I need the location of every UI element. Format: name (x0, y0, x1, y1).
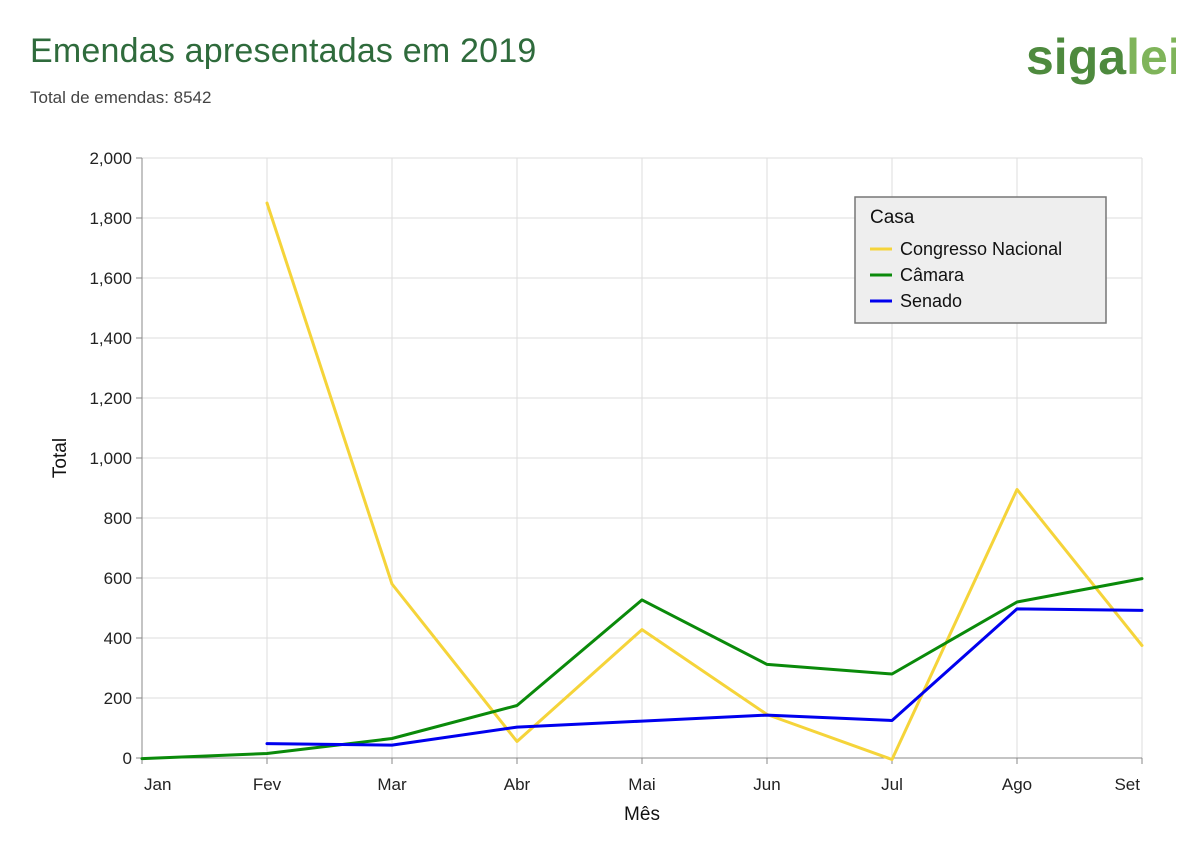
x-tick-label: Mai (628, 775, 655, 794)
y-tick-label: 200 (104, 689, 132, 708)
svg-text:sigalei: sigalei (1026, 29, 1176, 85)
axes: 0 200 400 600 800 1,000 1,200 1,400 1,600 1,800 2,… (50, 149, 1143, 825)
data-point (639, 718, 645, 724)
data-point (1139, 576, 1145, 582)
y-tick-label: 1,800 (89, 209, 132, 228)
x-tick-label: Mar (377, 775, 407, 794)
data-point (1139, 643, 1145, 649)
legend: Casa Congresso Nacional Câmara Senado (854, 196, 1107, 324)
data-point (639, 627, 645, 633)
y-tick-label: 800 (104, 509, 132, 528)
data-point (389, 742, 395, 748)
legend-label: Congresso Nacional (900, 239, 1062, 259)
legend-box (854, 196, 1107, 324)
data-point (264, 741, 270, 747)
x-tick-label: Jun (753, 775, 780, 794)
sigalei-logo: sigalei (1026, 29, 1176, 85)
data-point (889, 757, 895, 763)
x-axis-title: Mês (624, 804, 660, 825)
data-point (514, 703, 520, 709)
series-line-c-mara (140, 577, 1144, 761)
data-point (139, 756, 145, 762)
y-tick-label: 400 (104, 629, 132, 648)
series-line-senado (265, 607, 1144, 747)
legend-title: Casa (870, 207, 915, 228)
y-tick-label: 0 (123, 749, 132, 768)
y-tick-label: 1,400 (89, 329, 132, 348)
legend-label: Câmara (900, 265, 965, 285)
data-point (514, 739, 520, 745)
x-tick-label: Set (1114, 775, 1140, 794)
data-point (389, 736, 395, 742)
data-point (264, 751, 270, 757)
x-tick-label: Abr (504, 775, 531, 794)
y-tick-label: 2,000 (89, 149, 132, 168)
x-tick-label: Jan (144, 775, 171, 794)
data-point (889, 718, 895, 724)
data-point (1139, 607, 1145, 613)
chart-title: Emendas apresentadas em 2019 (30, 32, 537, 70)
logo-part-lei: lei (1126, 29, 1176, 85)
data-point (764, 661, 770, 667)
logo-part-siga: siga (1026, 29, 1127, 85)
y-tick-label: 1,000 (89, 449, 132, 468)
y-tick-label: 1,600 (89, 269, 132, 288)
series-line-congresso-nacional (265, 201, 1144, 761)
y-tick-label: 1,200 (89, 389, 132, 408)
x-tick-label: Jul (881, 775, 903, 794)
chart-subtitle: Total de emendas: 8542 (30, 88, 212, 107)
x-tick-label: Fev (253, 775, 282, 794)
data-point (889, 671, 895, 677)
data-point (1014, 606, 1020, 612)
y-tick-label: 600 (104, 569, 132, 588)
data-point (764, 712, 770, 718)
x-tick-label: Ago (1002, 775, 1032, 794)
data-point (639, 597, 645, 603)
data-point (264, 200, 270, 206)
series-lines (139, 200, 1145, 763)
data-point (1014, 487, 1020, 493)
y-axis-title: Total (50, 438, 71, 478)
data-point (389, 581, 395, 587)
data-point (514, 724, 520, 730)
legend-label: Senado (900, 291, 962, 311)
data-point (1014, 599, 1020, 605)
